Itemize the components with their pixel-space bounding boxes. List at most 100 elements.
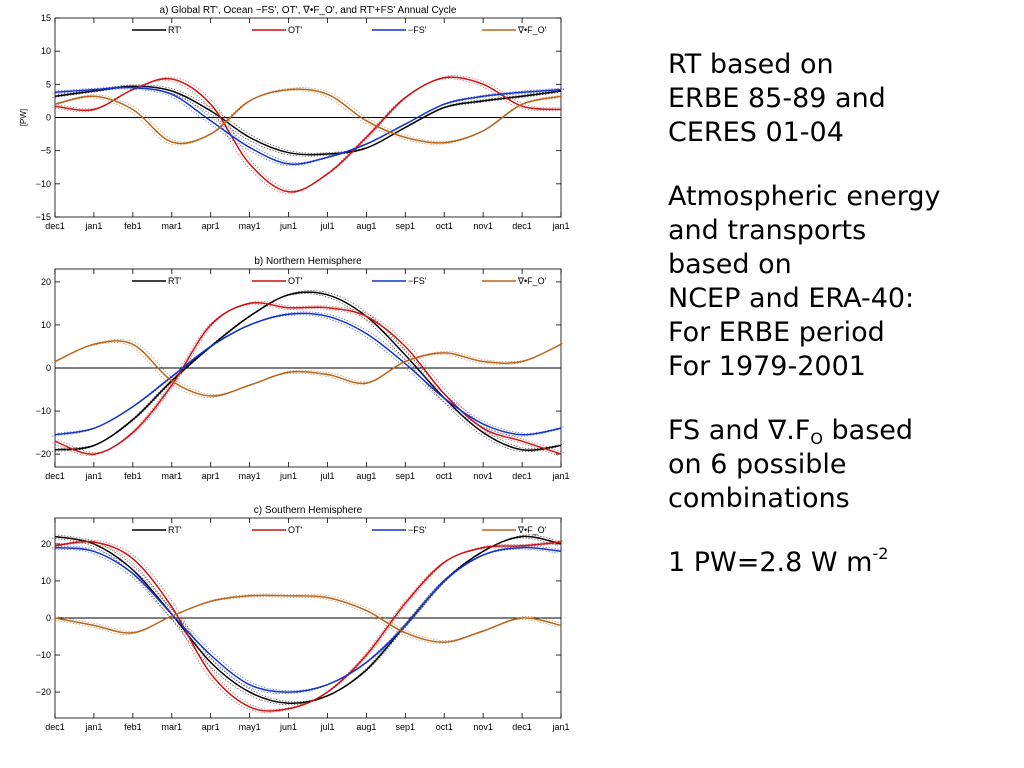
note-line-13-text: 1 PW=2.8 W m — [668, 547, 873, 578]
y-tick-label: −10 — [36, 650, 51, 660]
series-spread-ot — [51, 542, 559, 713]
series-line-fs — [54, 86, 562, 165]
note-line-6: based on — [668, 249, 792, 280]
note-line-3: CERES 01-04 — [668, 117, 844, 148]
y-tick-label: −10 — [36, 179, 51, 189]
note-line-13-superscript: -2 — [872, 544, 889, 563]
series-spread-rt — [57, 84, 565, 154]
legend-label-div: ∇•F_O' — [517, 25, 547, 35]
x-tick-label: jan1 — [84, 471, 102, 481]
series-spread-rt — [57, 534, 565, 703]
x-tick-label: mar1 — [162, 471, 183, 481]
legend-label-ot: OT' — [288, 25, 302, 35]
note-line-1: RT based on — [668, 49, 834, 80]
y-tick-label: 5 — [46, 79, 51, 89]
series-spread-rt — [51, 537, 559, 706]
x-tick-label: jan1 — [551, 471, 569, 481]
chart-title: b) Northern Hemisphere — [254, 256, 362, 267]
x-tick-label: dec1 — [512, 722, 532, 732]
note-line-8: For ERBE period — [668, 317, 885, 348]
series-line-fs — [54, 312, 562, 436]
x-tick-label: feb1 — [124, 221, 142, 231]
x-tick-label: apr1 — [202, 471, 220, 481]
x-tick-label: aug1 — [356, 471, 376, 481]
y-tick-label: 0 — [46, 363, 51, 373]
note-line-10-text: FS and ∇.F — [668, 415, 811, 446]
x-tick-label: nov1 — [473, 471, 493, 481]
x-tick-label: dec1 — [512, 221, 532, 231]
series-line-rt — [54, 291, 562, 451]
series-line-fs — [54, 546, 562, 693]
x-tick-label: jan1 — [551, 722, 569, 732]
note-line-4: Atmospheric energy — [668, 181, 941, 212]
x-tick-label: jan1 — [551, 221, 569, 231]
x-tick-label: oct1 — [436, 722, 453, 732]
x-tick-label: aug1 — [356, 722, 376, 732]
series-spread-rt — [51, 87, 559, 157]
series-line-div — [54, 340, 562, 397]
x-tick-label: may1 — [239, 722, 261, 732]
legend-label-rt: RT' — [168, 276, 182, 286]
note-line-10-text-end: based — [822, 415, 914, 446]
legend-label-ot: OT' — [288, 525, 302, 535]
legend-label-fs: −FS' — [408, 276, 427, 286]
x-tick-label: jun1 — [279, 722, 297, 732]
y-tick-label: 15 — [41, 13, 51, 23]
y-tick-label: 0 — [46, 613, 51, 623]
note-line-5: and transports — [668, 215, 867, 246]
x-tick-label: dec1 — [512, 471, 532, 481]
x-tick-label: jan1 — [84, 722, 102, 732]
x-tick-label: apr1 — [202, 221, 220, 231]
legend-label-ot: OT' — [288, 276, 302, 286]
x-tick-label: oct1 — [436, 221, 453, 231]
x-tick-label: may1 — [239, 221, 261, 231]
y-tick-label: 10 — [41, 576, 51, 586]
series-spread-ot — [57, 75, 565, 191]
x-tick-label: jun1 — [279, 471, 297, 481]
x-tick-label: jul1 — [319, 221, 334, 231]
legend-label-fs: −FS' — [408, 525, 427, 535]
y-tick-label: −10 — [36, 406, 51, 416]
charts-figure: a) Global RT', Ocean −FS', OT', ∇•F_O', … — [19, 5, 570, 732]
notes-panel: RT based on ERBE 85-89 and CERES 01-04 A… — [668, 48, 1008, 580]
x-tick-label: sep1 — [396, 722, 416, 732]
y-tick-label: −5 — [41, 146, 51, 156]
x-tick-label: apr1 — [202, 722, 220, 732]
series-spread-ot — [57, 300, 565, 453]
y-tick-label: −20 — [36, 687, 51, 697]
series-line-div — [54, 88, 562, 145]
series-spread-fs — [51, 314, 559, 437]
x-tick-label: sep1 — [396, 221, 416, 231]
y-tick-label: 0 — [46, 113, 51, 123]
x-tick-label: jan1 — [84, 221, 102, 231]
x-tick-label: jun1 — [279, 221, 297, 231]
x-tick-label: aug1 — [356, 221, 376, 231]
x-tick-label: jul1 — [319, 722, 334, 732]
note-line-2: ERBE 85-89 and — [668, 83, 886, 114]
note-line-9: For 1979-2001 — [668, 351, 866, 382]
x-tick-label: may1 — [239, 471, 261, 481]
note-line-13: 1 PW=2.8 W m-2 — [668, 546, 1008, 580]
x-tick-label: sep1 — [396, 471, 416, 481]
legend-label-rt: RT' — [168, 525, 182, 535]
series-spread-fs — [57, 85, 565, 164]
series-spread-rt — [51, 293, 559, 453]
x-tick-label: dec1 — [45, 221, 65, 231]
note-line-10-subscript: O — [810, 429, 823, 448]
x-tick-label: mar1 — [162, 221, 183, 231]
y-tick-label: −20 — [36, 449, 51, 459]
y-tick-label: 10 — [41, 46, 51, 56]
x-tick-label: feb1 — [124, 722, 142, 732]
series-spread-ot — [57, 539, 565, 710]
series-spread-div — [57, 593, 565, 641]
chart-title: a) Global RT', Ocean −FS', OT', ∇•F_O', … — [160, 5, 457, 16]
y-tick-label: −15 — [36, 212, 51, 222]
legend-label-div: ∇•F_O' — [517, 276, 547, 286]
x-tick-label: oct1 — [436, 471, 453, 481]
x-tick-label: nov1 — [473, 221, 493, 231]
series-spread-fs — [51, 548, 559, 694]
x-tick-label: mar1 — [162, 722, 183, 732]
x-tick-label: dec1 — [45, 722, 65, 732]
series-spread-fs — [51, 88, 559, 167]
x-tick-label: feb1 — [124, 471, 142, 481]
